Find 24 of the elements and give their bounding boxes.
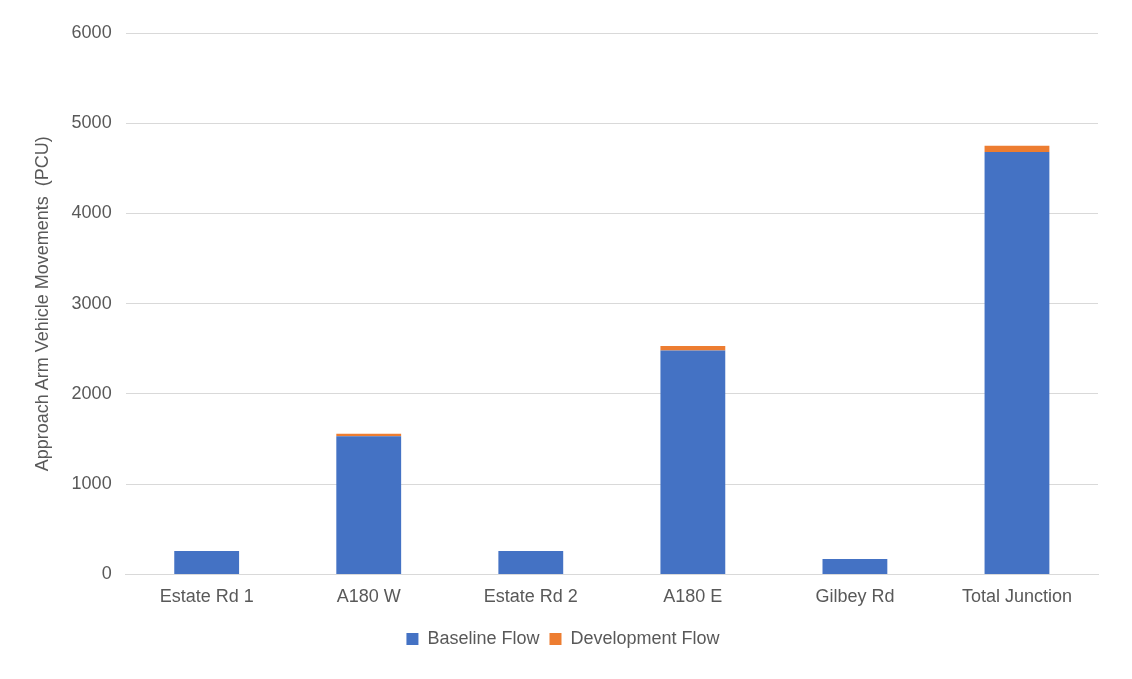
x-tick-label: Estate Rd 2	[483, 586, 578, 607]
bar	[498, 550, 564, 574]
x-tick-label: A180 W	[336, 586, 401, 607]
bar	[660, 350, 726, 574]
y-tick-label: 6000	[71, 21, 112, 42]
y-tick-label: 1000	[71, 473, 112, 494]
y-axis-title: Approach Arm Vehicle Movements (PCU)	[31, 136, 52, 472]
y-tick-label: 2000	[71, 382, 112, 403]
bar	[336, 436, 402, 574]
x-tick-label: Estate Rd 1	[159, 586, 254, 607]
legend-label: Development Flow	[570, 627, 721, 648]
bar	[822, 559, 888, 574]
bar	[660, 346, 726, 351]
y-tick-label: 3000	[71, 292, 112, 313]
x-tick-label: Total Junction	[961, 586, 1073, 607]
bar	[984, 152, 1050, 574]
x-tick-label: A180 E	[663, 586, 723, 607]
x-tick-label: Gilbey Rd	[815, 586, 895, 607]
legend-label: Baseline Flow	[427, 627, 541, 648]
y-tick-label: 5000	[71, 112, 112, 133]
bar	[174, 550, 240, 574]
y-tick-label: 0	[101, 563, 112, 584]
y-tick-label: 4000	[71, 202, 112, 223]
bar	[984, 145, 1050, 153]
